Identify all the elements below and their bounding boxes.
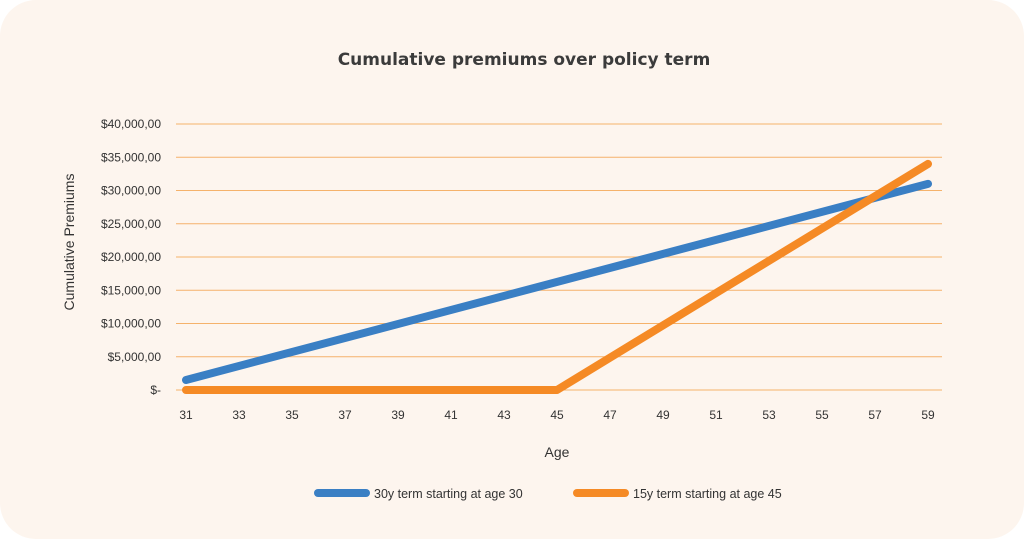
x-tick-label: 59	[921, 408, 935, 422]
y-tick-label: $20,000,00	[101, 250, 161, 264]
x-tick-label: 33	[232, 408, 246, 422]
y-tick-label: $40,000,00	[101, 117, 161, 131]
x-tick-label: 35	[285, 408, 299, 422]
y-tick-label: $25,000,00	[101, 217, 161, 231]
x-tick-label: 51	[709, 408, 723, 422]
y-tick-label: $30,000,00	[101, 184, 161, 198]
y-axis-label: Cumulative Premiums	[61, 174, 77, 311]
y-tick-label: $5,000,00	[108, 350, 162, 364]
y-tick-label: $-	[150, 383, 161, 397]
x-tick-label: 55	[815, 408, 829, 422]
x-tick-label: 43	[497, 408, 511, 422]
series-line-2	[182, 159, 932, 394]
legend-label: 30y term starting at age 30	[374, 487, 523, 501]
x-axis-label: Age	[545, 444, 570, 460]
x-tick-label: 49	[656, 408, 670, 422]
x-tick-label: 47	[603, 408, 617, 422]
chart-title: Cumulative premiums over policy term	[337, 50, 711, 70]
x-tick-label: 53	[762, 408, 776, 422]
y-tick-label: $35,000,00	[101, 150, 161, 164]
series-line-1	[182, 179, 932, 385]
y-tick-label: $15,000,00	[101, 283, 161, 297]
x-tick-label: 57	[868, 408, 882, 422]
x-tick-label: 39	[391, 408, 405, 422]
x-tick-label: 45	[550, 408, 564, 422]
x-tick-label: 41	[444, 408, 458, 422]
y-tick-label: $10,000,00	[101, 317, 161, 331]
legend-label: 15y term starting at age 45	[633, 487, 782, 501]
x-tick-label: 37	[338, 408, 352, 422]
x-tick-label: 31	[179, 408, 193, 422]
